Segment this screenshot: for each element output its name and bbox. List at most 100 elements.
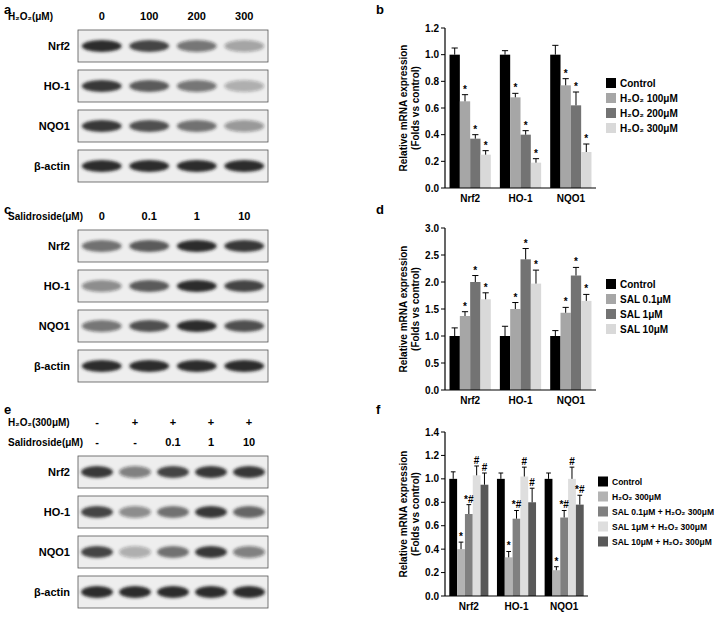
- y-tick-label: 0.6: [425, 103, 439, 114]
- bar: [571, 276, 581, 390]
- y-tick-label: 0.6: [425, 520, 439, 531]
- lane-label: 10: [238, 210, 250, 222]
- y-axis: [444, 28, 445, 188]
- lane-label: 0.1: [142, 210, 157, 222]
- blot-panel: eH₂O₂(300μM)-++++Salidroside(μM)--0.1110…: [4, 402, 268, 608]
- error-stem: [535, 159, 536, 163]
- bar: [528, 502, 536, 596]
- blot-strip: [78, 270, 268, 302]
- blot-strip: [78, 150, 268, 182]
- error-stem: [548, 473, 549, 479]
- error-cap: [502, 50, 508, 51]
- blot-strip: [78, 456, 268, 488]
- lane-label: 1: [208, 436, 214, 448]
- blot-band: [129, 120, 169, 132]
- lane-label: -: [95, 416, 99, 428]
- blot-strip: [78, 496, 268, 528]
- significance-mark: *#: [464, 494, 474, 505]
- error-stem: [508, 551, 509, 557]
- y-axis: [444, 432, 445, 596]
- blot-row-label: HO-1: [44, 280, 70, 292]
- legend-swatch: [606, 108, 616, 118]
- blot-header-label: H₂O₂(300μM): [8, 417, 70, 428]
- error-bar: [583, 144, 589, 152]
- bar: [550, 55, 560, 188]
- significance-mark: *: [484, 282, 488, 293]
- significance-labels: *********: [463, 238, 588, 312]
- y-tick-label: 0.4: [425, 544, 439, 555]
- blot-band: [119, 506, 151, 518]
- error-stem: [465, 95, 466, 102]
- lane-label: 1: [194, 210, 200, 222]
- error-bar: [514, 510, 519, 518]
- error-bar: [552, 331, 558, 336]
- error-stem: [515, 93, 516, 97]
- error-stem: [516, 510, 517, 518]
- legend-label: H₂O₂ 100μM: [620, 93, 678, 104]
- error-stem: [515, 303, 516, 309]
- lane-label: 100: [140, 10, 158, 22]
- blot-strip: [78, 310, 268, 342]
- lane-label: 0: [99, 210, 105, 222]
- error-bar: [533, 159, 539, 163]
- bar: [505, 557, 513, 596]
- error-bar: [462, 95, 468, 102]
- blot-band: [119, 586, 151, 598]
- legend: ControlH₂O₂ 100μMH₂O₂ 200μMH₂O₂ 300μM: [606, 78, 678, 134]
- y-tick-label: 2.0: [425, 277, 439, 288]
- bar: [545, 479, 553, 596]
- x-tick-label: NQO1: [550, 601, 579, 612]
- blot-band: [233, 546, 265, 558]
- panel-letter: f: [376, 402, 381, 417]
- blot-band: [224, 280, 264, 292]
- significance-mark: *: [484, 140, 488, 151]
- bar: [480, 299, 490, 390]
- blot-band: [233, 586, 265, 598]
- significance-mark: *: [459, 531, 463, 542]
- error-bar: [452, 48, 458, 55]
- lane-label: -: [95, 436, 99, 448]
- significance-mark: #: [474, 455, 480, 466]
- legend-swatch: [606, 309, 616, 319]
- significance-mark: *: [524, 238, 528, 249]
- y-tick-label: 1.2: [425, 23, 439, 34]
- blot-strip: [78, 110, 268, 142]
- significance-mark: *: [534, 148, 538, 159]
- blot-band: [157, 586, 189, 598]
- lane-label: 0.1: [165, 436, 180, 448]
- y-tick-label: 0.2: [425, 567, 439, 578]
- error-stem: [586, 144, 587, 152]
- y-tick-label: 0.8: [425, 76, 439, 87]
- significance-mark: *: [584, 283, 588, 294]
- bar: [561, 85, 571, 188]
- blot-band: [82, 80, 122, 92]
- blot-header-label: Salidroside(μM): [8, 437, 83, 448]
- lane-label: +: [170, 416, 176, 428]
- significance-mark: *: [564, 296, 568, 307]
- error-stem: [454, 48, 455, 55]
- error-cap: [552, 45, 558, 46]
- error-bar: [483, 293, 489, 299]
- y-tick-label: 1.0: [425, 49, 439, 60]
- error-bar: [546, 473, 551, 479]
- error-stem: [505, 326, 506, 336]
- significance-mark: *: [534, 259, 538, 270]
- x-axis: [445, 187, 596, 188]
- bar: [521, 135, 531, 188]
- legend-swatch: [598, 507, 608, 517]
- significance-mark: *: [463, 301, 467, 312]
- bar: [550, 336, 560, 390]
- legend-label: SAL 0.1μM + H₂O₂ 300μM: [612, 507, 714, 517]
- blot-row-label: NQO1: [39, 546, 70, 558]
- error-bar: [502, 51, 508, 55]
- error-stem: [465, 312, 466, 316]
- y-tick-label: 0.4: [425, 129, 439, 140]
- x-tick-label: HO-1: [505, 601, 529, 612]
- bar: [510, 309, 520, 390]
- panel-letter: e: [4, 402, 11, 417]
- error-bar: [482, 473, 487, 485]
- significance-mark: *: [574, 81, 578, 92]
- error-bar: [483, 151, 489, 155]
- y-axis-label: Relative mRNA expression: [398, 45, 409, 172]
- error-stem: [586, 294, 587, 300]
